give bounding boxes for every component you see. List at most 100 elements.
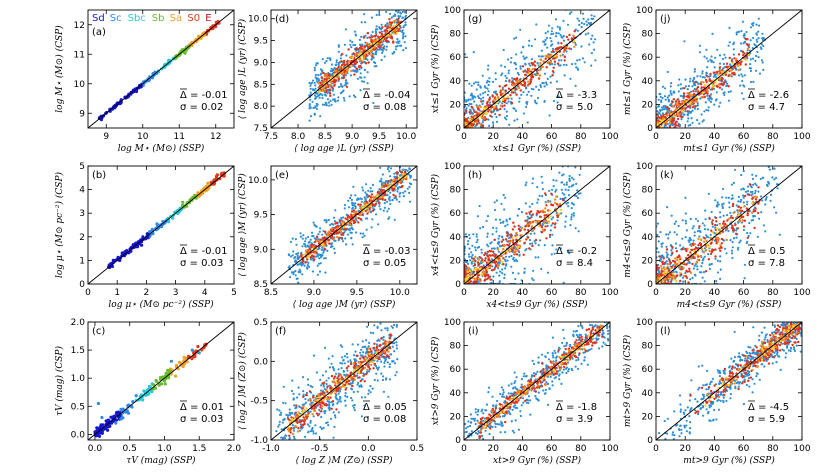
data-point	[752, 36, 755, 40]
data-point	[562, 39, 566, 42]
data-point	[111, 258, 115, 262]
data-point	[331, 245, 334, 248]
data-point	[463, 284, 465, 286]
data-point	[386, 200, 389, 203]
data-point	[407, 161, 409, 163]
data-point	[290, 255, 293, 258]
data-point	[313, 241, 316, 244]
y-axis-label: mt≤1 Gyr (%) (CSP)	[622, 22, 633, 115]
data-point	[584, 33, 587, 36]
data-point	[551, 50, 555, 53]
data-point	[319, 238, 322, 241]
data-point	[696, 85, 700, 89]
data-point	[291, 237, 294, 240]
data-point	[666, 122, 669, 125]
data-point	[590, 52, 594, 55]
data-point	[555, 203, 559, 206]
data-point	[308, 119, 311, 122]
data-point	[397, 155, 399, 157]
data-point	[682, 101, 685, 105]
y-tick-label: 0	[455, 124, 461, 134]
data-point	[529, 80, 533, 84]
data-point	[528, 67, 531, 71]
data-point	[712, 71, 716, 74]
data-point	[493, 105, 496, 108]
data-point	[406, 187, 409, 190]
data-point	[383, 206, 386, 209]
data-point	[760, 43, 763, 46]
data-point	[727, 44, 730, 47]
data-point	[371, 203, 375, 206]
points-j	[656, 10, 802, 140]
data-point	[724, 56, 727, 59]
y-tick-label: 20	[450, 100, 462, 110]
data-point	[341, 240, 345, 243]
data-point	[684, 78, 687, 81]
data-point	[482, 107, 486, 110]
data-point	[656, 113, 659, 116]
data-point	[479, 227, 482, 230]
data-point	[505, 84, 508, 87]
data-point	[120, 251, 124, 255]
data-point	[755, 33, 759, 36]
data-point	[332, 230, 335, 233]
data-point	[394, 8, 396, 10]
data-point	[755, 38, 758, 42]
data-point	[729, 74, 733, 77]
data-point	[345, 85, 349, 89]
data-point	[485, 102, 489, 105]
data-point	[545, 237, 548, 240]
data-point	[299, 255, 302, 258]
one-to-one-line	[88, 10, 234, 128]
data-point	[464, 270, 467, 273]
data-point	[296, 252, 299, 255]
data-point	[539, 85, 543, 88]
data-point	[468, 255, 471, 258]
data-point	[497, 237, 500, 240]
data-point	[683, 95, 686, 98]
data-point	[663, 138, 665, 140]
data-point	[392, 185, 395, 188]
data-point	[380, 4, 382, 6]
data-point	[391, 198, 394, 202]
data-point	[682, 92, 686, 95]
data-point	[538, 194, 541, 197]
data-point	[366, 212, 369, 215]
data-point	[568, 252, 571, 255]
data-point	[680, 110, 684, 113]
data-point	[576, 68, 580, 71]
data-point	[738, 64, 741, 67]
data-point	[570, 11, 573, 14]
data-point	[715, 98, 718, 101]
data-point	[370, 47, 373, 50]
data-point	[476, 215, 479, 218]
data-point	[499, 270, 502, 273]
data-point	[560, 188, 563, 191]
data-point	[559, 247, 562, 250]
data-point	[711, 84, 714, 87]
data-point	[340, 233, 343, 236]
data-point	[287, 266, 290, 269]
data-point	[704, 101, 707, 104]
data-point	[544, 192, 547, 195]
data-point	[516, 214, 519, 217]
data-point	[590, 14, 593, 17]
data-point	[337, 85, 341, 89]
data-point	[353, 62, 356, 65]
data-point	[505, 218, 508, 221]
data-point	[330, 103, 333, 106]
data-point	[717, 73, 720, 77]
data-point	[591, 34, 594, 37]
data-point	[338, 219, 342, 223]
data-point	[474, 246, 477, 249]
data-point	[694, 81, 697, 84]
data-point	[329, 94, 332, 98]
data-point	[670, 82, 673, 85]
data-point	[530, 44, 533, 48]
data-point	[518, 251, 521, 254]
data-point	[727, 85, 730, 88]
data-point	[464, 99, 466, 102]
data-point	[570, 48, 573, 51]
x-tick-label: 2	[144, 288, 150, 298]
data-point	[306, 263, 309, 267]
